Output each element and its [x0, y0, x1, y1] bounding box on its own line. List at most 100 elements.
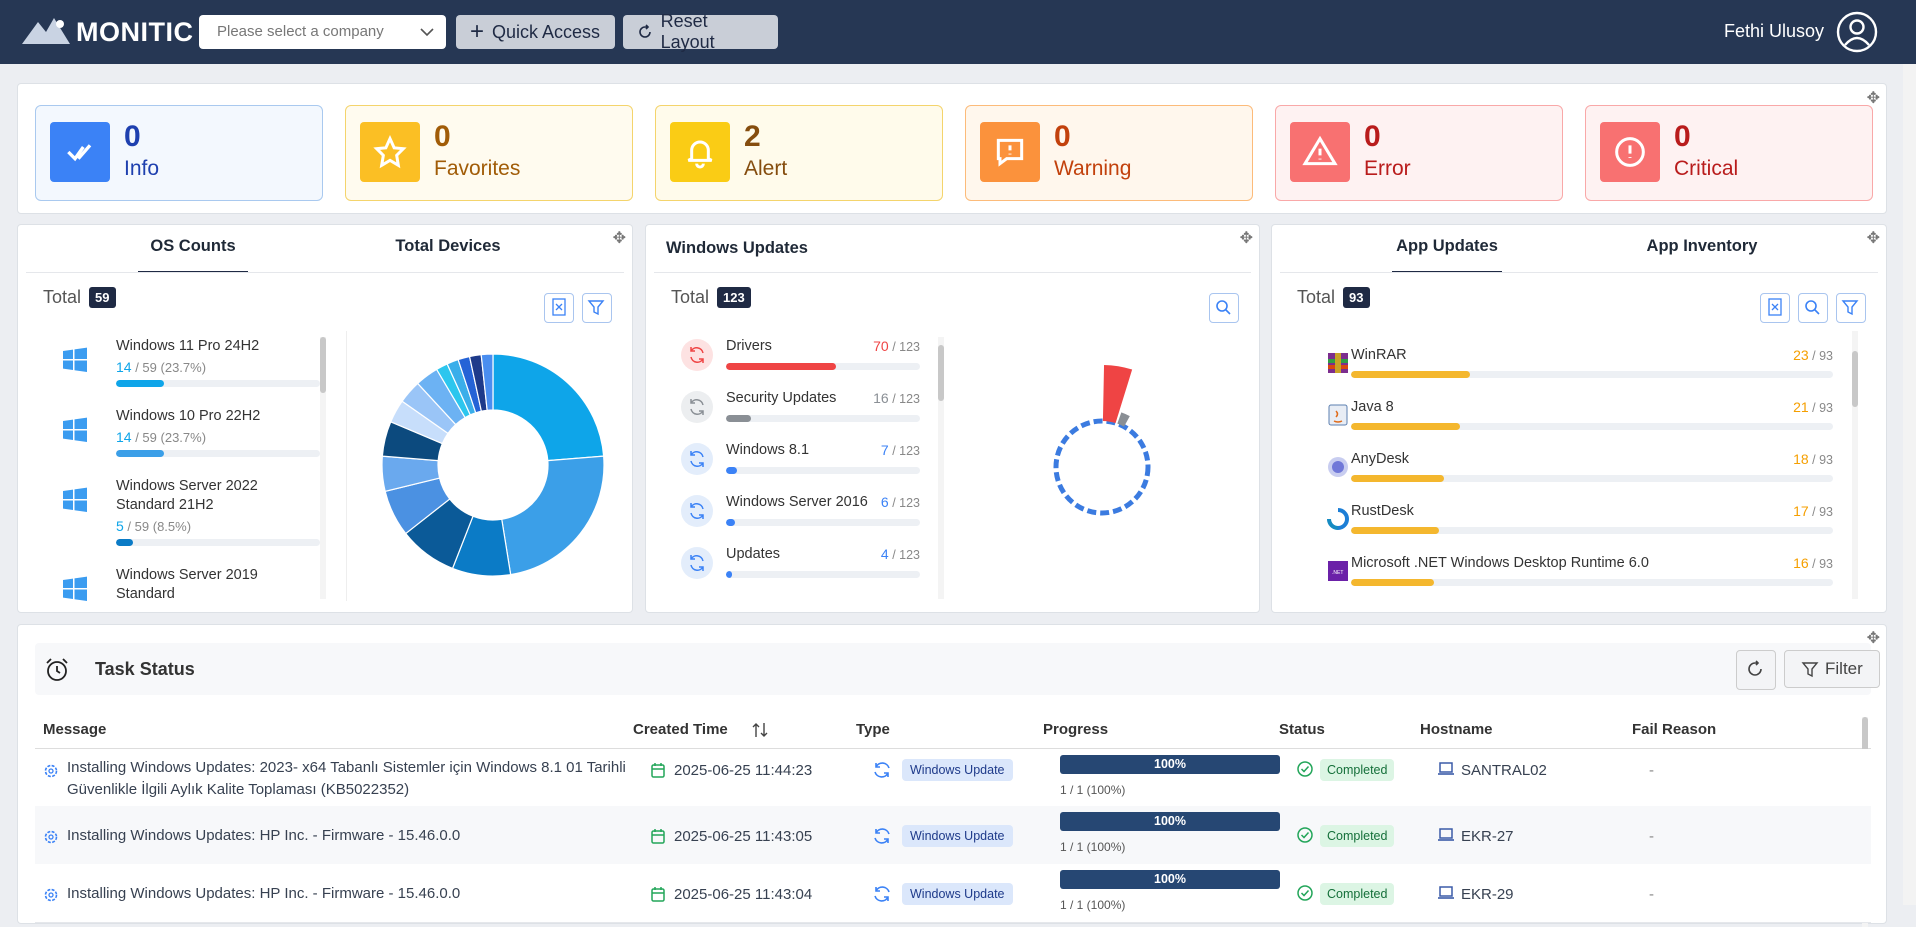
type-badge: Windows Update: [902, 883, 1013, 905]
summary-panel: 0 Info 0 Favorites 2 Alert 0 Warning 0 Error 0 Crit…: [17, 83, 1887, 214]
column-header: Hostname: [1420, 721, 1493, 738]
donut-chart: [381, 353, 605, 577]
company-select[interactable]: Please select a company: [199, 15, 446, 49]
icon-part: [1327, 508, 1349, 530]
icon-part: [63, 347, 87, 372]
icon-part: [639, 24, 651, 38]
card-icon: [360, 122, 420, 182]
icon-part: [1225, 309, 1231, 315]
card-count: 2: [744, 120, 761, 153]
os-bar: [116, 539, 134, 546]
logo-icon: [22, 18, 70, 44]
updates-panel: Windows Updates ✥ Total 123 Drivers 70 / 123 S…: [645, 224, 1260, 613]
app-name: RustDesk: [1351, 503, 1414, 519]
task-fail-reason: -: [1649, 762, 1654, 779]
tab[interactable]: Total Devices: [395, 237, 501, 255]
os-count: 5: [116, 518, 124, 534]
app-count-line: 21 / 93: [1351, 399, 1833, 415]
tab[interactable]: App Updates: [1392, 237, 1502, 273]
icon-part: [690, 555, 704, 571]
icon-part: [1768, 298, 1782, 316]
update-of: / 123: [892, 496, 920, 510]
summary-card: 2 Alert: [655, 105, 943, 201]
check-icon: [1296, 826, 1314, 849]
progress-detail: 1 / 1 (100%): [1060, 783, 1126, 797]
donut-segment: [501, 455, 605, 576]
icon-part: [1302, 135, 1338, 166]
task-row: Installing Windows Updates: HP Inc. - Fi…: [35, 864, 1871, 923]
excel-button[interactable]: [1760, 293, 1790, 323]
icon-part: [67, 144, 92, 162]
reset-layout-button[interactable]: Reset Layout: [623, 11, 778, 52]
tab-divider: [26, 272, 624, 273]
quick-access-button[interactable]: + Quick Access: [456, 15, 615, 49]
card-icon: [980, 122, 1040, 182]
task-hostname: SANTRAL02: [1461, 762, 1547, 779]
os-item: Windows Server 2019 Standard: [46, 560, 346, 601]
task-row: Installing Windows Updates: 2023- x64 Ta…: [35, 749, 1871, 807]
app-count: 16: [1793, 555, 1809, 571]
filter-button[interactable]: Filter: [1784, 650, 1880, 688]
os-name: Windows Server 2022 Standard 21H2: [116, 478, 258, 513]
total-label: Total: [671, 287, 710, 307]
search-button[interactable]: [1209, 293, 1239, 323]
icon-part: [63, 347, 87, 372]
scroll-thumb: [320, 337, 326, 393]
task-fail-reason: -: [1649, 828, 1654, 845]
move-handle: ✥: [612, 230, 626, 247]
icon-part: [1801, 662, 1819, 678]
update-bar: [726, 519, 736, 526]
refresh-button[interactable]: [1736, 650, 1776, 690]
scroll-thumb: [1852, 351, 1858, 407]
excel-button[interactable]: [544, 293, 574, 323]
icon-part: [48, 834, 54, 840]
update-icon: [681, 339, 713, 376]
update-gauge: [1053, 365, 1151, 516]
avatar[interactable]: [1836, 11, 1878, 53]
icon-part: [996, 138, 1024, 167]
os-of: / 59: [135, 360, 157, 375]
update-icon: [681, 391, 713, 428]
tab[interactable]: OS Counts: [138, 237, 248, 273]
page-scrollbar: [1903, 64, 1916, 905]
os-list: Windows 11 Pro 24H2 14 / 59 (23.7%) Window…: [46, 331, 347, 601]
update-bar: [726, 467, 738, 474]
update-name: Updates: [726, 546, 781, 562]
icon-part: [63, 576, 87, 601]
app-count-line: 18 / 93: [1351, 451, 1833, 467]
search-button[interactable]: [1798, 293, 1828, 323]
icon-part: [1300, 831, 1310, 839]
summary-card: 0 Warning: [965, 105, 1253, 201]
tab[interactable]: App Inventory: [1646, 237, 1758, 255]
filter-button[interactable]: [1836, 293, 1866, 323]
icon-part: [1801, 662, 1819, 678]
update-of: / 123: [892, 548, 920, 562]
app-icon: [1326, 507, 1352, 538]
app-bar-track: [1351, 527, 1833, 534]
gear-icon: [43, 887, 59, 908]
panel-buttons: [492, 283, 632, 323]
icon-part: [690, 347, 704, 363]
app-bar: [1351, 527, 1440, 534]
card-count: 0: [434, 120, 451, 153]
icon-part: [1841, 300, 1859, 316]
move-handle: ✥: [1239, 230, 1253, 247]
icon-part: [1841, 300, 1859, 316]
card-label: Info: [124, 157, 160, 180]
reset-icon: [639, 24, 651, 38]
total-badge: 59: [89, 287, 116, 308]
button-label: Quick Access: [492, 21, 601, 42]
icon-part: [687, 140, 713, 169]
icon-part: [46, 658, 68, 681]
scroll-thumb: [1862, 717, 1868, 773]
laptop-icon: [1437, 885, 1455, 906]
icon-part: [874, 762, 890, 778]
task-message: Installing Windows Updates: 2023- x64 Ta…: [67, 759, 626, 798]
total-label: Total: [43, 287, 82, 307]
card-count: 0: [124, 120, 141, 153]
filter-button[interactable]: [582, 293, 612, 323]
icon-part: [44, 830, 58, 844]
icon-part: [681, 339, 713, 371]
